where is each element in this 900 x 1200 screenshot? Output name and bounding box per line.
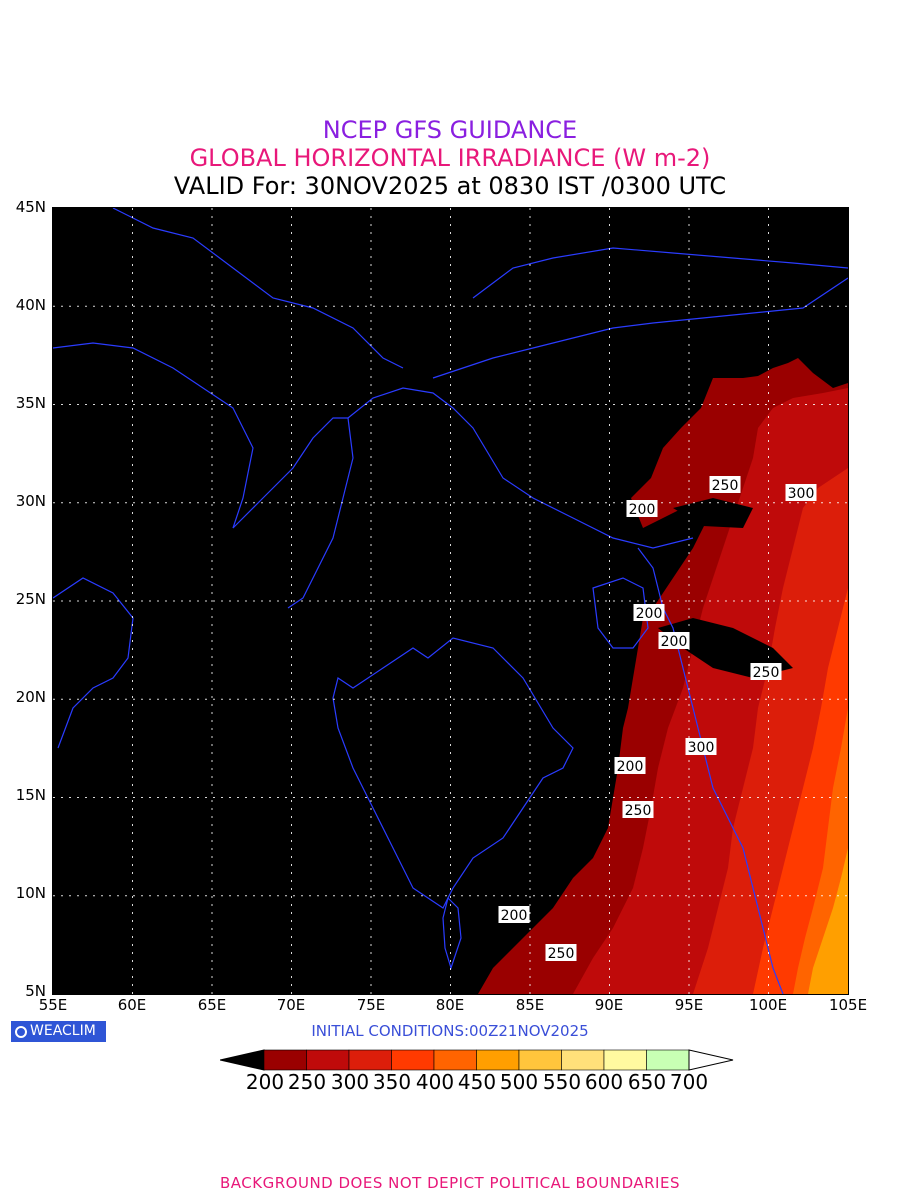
lat-label-35n: 35N: [15, 394, 46, 412]
lat-label-30n: 30N: [15, 492, 46, 510]
indochina-coast: [722, 807, 784, 994]
svg-text:200: 200: [661, 634, 688, 650]
colorbar-label-350: 350: [372, 1070, 412, 1094]
colorbar-swatch: [646, 1049, 690, 1071]
svg-text:250: 250: [548, 946, 575, 962]
svg-text:250: 250: [712, 478, 739, 494]
colorbar-label-400: 400: [415, 1070, 455, 1094]
svg-text:300: 300: [788, 486, 815, 502]
contour-label: 200: [626, 500, 658, 518]
colorbar-label-650: 650: [627, 1070, 667, 1094]
irradiance-band-450-500: [808, 848, 848, 994]
colorbar-lower-arrow: [220, 1049, 265, 1071]
colorbar-label-250: 250: [287, 1070, 327, 1094]
colorbar-swatch: [476, 1049, 520, 1071]
contour-label: 200: [498, 906, 530, 924]
colorbar-swatch: [603, 1049, 647, 1071]
india-outline: [332, 637, 574, 909]
colorbar-label-550: 550: [542, 1070, 582, 1094]
svg-text:200: 200: [636, 606, 663, 622]
svg-text:250: 250: [625, 803, 652, 819]
contour-label: 250: [545, 944, 577, 962]
colorbar: [220, 1049, 734, 1071]
lon-label-100e: 100E: [748, 996, 788, 1014]
lat-label-45n: 45N: [15, 198, 46, 216]
lon-label-85e: 85E: [515, 996, 545, 1014]
svg-text:200: 200: [617, 759, 644, 775]
lat-lon-grid: [53, 208, 848, 994]
low-irradiance-pocket: [673, 498, 753, 528]
tibet-line: [472, 247, 848, 299]
disclaimer-footer: BACKGROUND DOES NOT DEPICT POLITICAL BOU…: [220, 1174, 680, 1192]
himalaya-border: [347, 387, 694, 549]
lat-label-20n: 20N: [15, 688, 46, 706]
irradiance-map: 250 300 200 200 200 250 300 200 250 200 250: [53, 208, 848, 994]
valid-time: VALID For: 30NOV2025 at 0830 IST /0300 U…: [173, 172, 727, 200]
afghan-border: [53, 342, 254, 529]
contour-label: 300: [785, 484, 817, 502]
sri-lanka: [442, 896, 462, 970]
colorbar-label-450: 450: [457, 1070, 497, 1094]
coastline-west: [53, 577, 134, 749]
lat-label-15n: 15N: [15, 786, 46, 804]
svg-text:200: 200: [501, 908, 528, 924]
contour-label: 300: [685, 738, 717, 756]
lon-label-105e: 105E: [828, 996, 868, 1014]
weaclim-logo[interactable]: WEACLIM: [11, 1021, 106, 1042]
colorbar-label-500: 500: [499, 1070, 539, 1094]
lon-label-55e: 55E: [38, 996, 68, 1014]
lon-label-60e: 60E: [117, 996, 147, 1014]
lon-label-90e: 90E: [594, 996, 624, 1014]
colorbar-swatch: [391, 1049, 435, 1071]
svg-text:250: 250: [753, 665, 780, 681]
bangladesh-border: [592, 577, 649, 649]
chart-title: NCEP GFS GUIDANCE: [322, 116, 578, 144]
logo-circle-icon: [15, 1026, 27, 1038]
colorbar-label-200: 200: [245, 1070, 285, 1094]
lon-label-65e: 65E: [197, 996, 227, 1014]
lon-label-80e: 80E: [435, 996, 465, 1014]
colorbar-swatch: [348, 1049, 392, 1071]
colorbar-label-300: 300: [330, 1070, 370, 1094]
political-boundaries: [53, 208, 848, 994]
lon-label-70e: 70E: [276, 996, 306, 1014]
colorbar-label-600: 600: [584, 1070, 624, 1094]
lat-label-40n: 40N: [15, 296, 46, 314]
colorbar-swatch: [306, 1049, 350, 1071]
irradiance-field: [478, 358, 848, 994]
logo-text: WEACLIM: [30, 1023, 96, 1039]
contour-label: 250: [709, 476, 741, 494]
colorbar-swatch: [263, 1049, 307, 1071]
lat-label-5n: 5N: [25, 982, 46, 1000]
contour-label: 250: [750, 663, 782, 681]
colorbar-upper-arrow: [688, 1049, 734, 1071]
contour-label: 200: [614, 757, 646, 775]
contour-label: 250: [622, 801, 654, 819]
initial-conditions: INITIAL CONDITIONS:00Z21NOV2025: [311, 1022, 589, 1040]
colorbar-label-700: 700: [669, 1070, 709, 1094]
lon-label-75e: 75E: [356, 996, 386, 1014]
contour-labels: 250 300 200 200 200 250 300 200 250 200 250: [498, 476, 817, 962]
lat-label-10n: 10N: [15, 884, 46, 902]
contour-label: 200: [658, 632, 690, 650]
lon-label-95e: 95E: [674, 996, 704, 1014]
china-border: [432, 277, 848, 379]
central-asia-line: [112, 208, 404, 369]
svg-text:200: 200: [629, 502, 656, 518]
lat-label-25n: 25N: [15, 590, 46, 608]
colorbar-swatch: [518, 1049, 562, 1071]
colorbar-swatch: [561, 1049, 605, 1071]
chart-subtitle: GLOBAL HORIZONTAL IRRADIANCE (W m-2): [189, 144, 711, 172]
map-panel: 250 300 200 200 200 250 300 200 250 200 250: [52, 207, 849, 995]
pakistan-border: [232, 417, 354, 609]
contour-label: 200: [633, 604, 665, 622]
myanmar-border: [637, 547, 724, 809]
colorbar-swatch: [433, 1049, 477, 1071]
svg-text:300: 300: [688, 740, 715, 756]
